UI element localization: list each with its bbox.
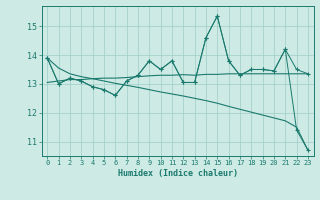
X-axis label: Humidex (Indice chaleur): Humidex (Indice chaleur) [118, 169, 237, 178]
